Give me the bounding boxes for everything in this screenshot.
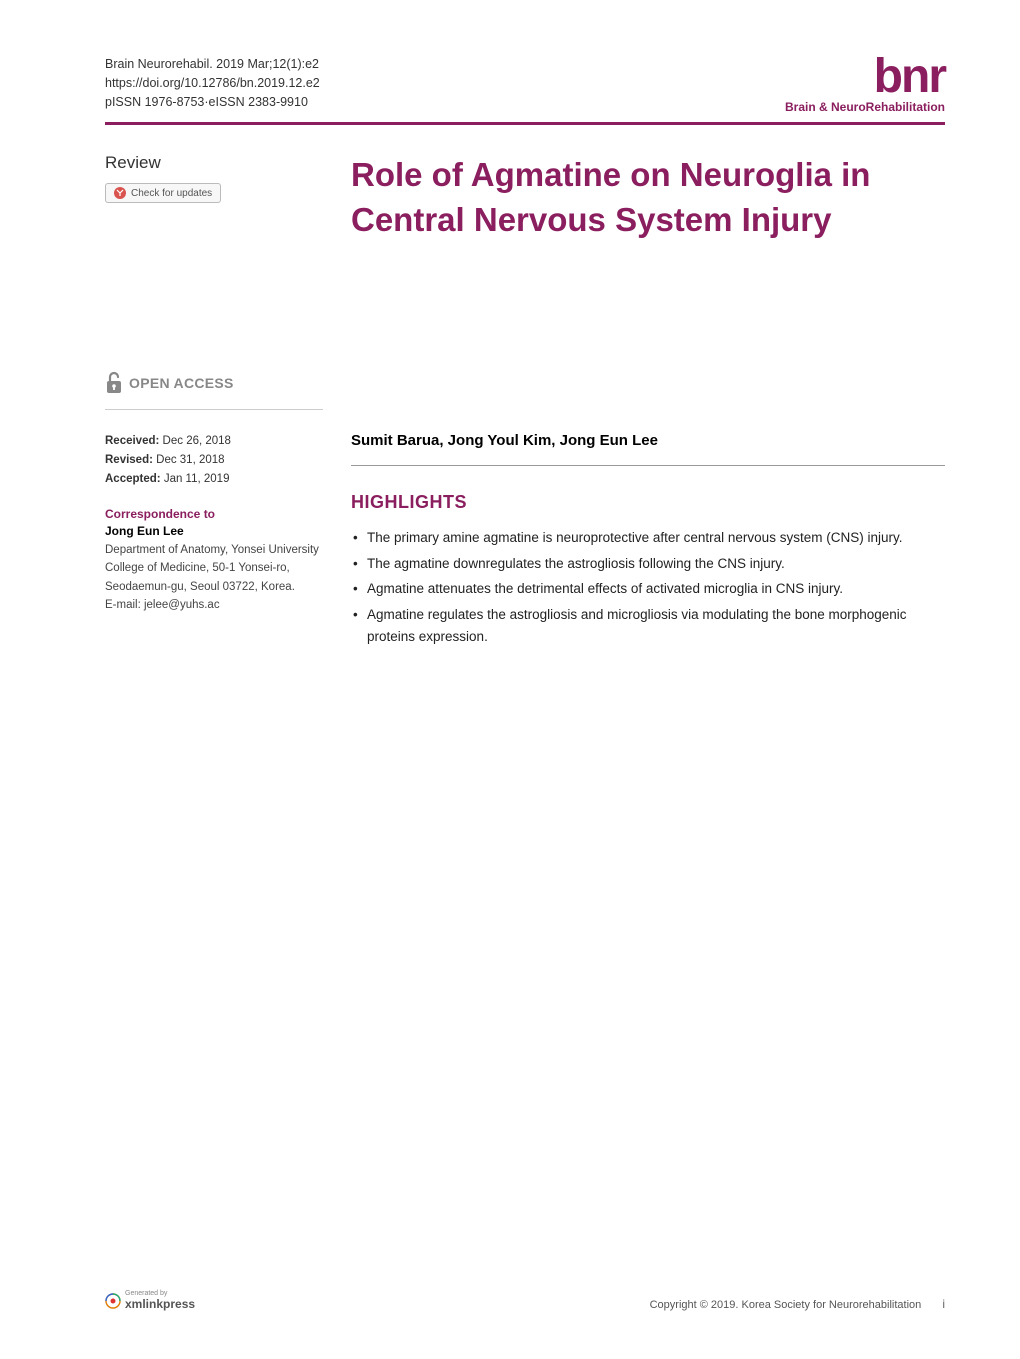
left-divider <box>105 409 323 410</box>
correspondence-name: Jong Eun Lee <box>105 524 323 538</box>
doi-line[interactable]: https://doi.org/10.12786/bn.2019.12.e2 <box>105 74 320 93</box>
right-divider <box>351 465 945 466</box>
highlights-heading: HIGHLIGHTS <box>351 492 945 513</box>
open-lock-icon <box>105 371 123 395</box>
dates-block: Received: Dec 26, 2018 Revised: Dec 31, … <box>105 432 323 489</box>
open-access-badge: OPEN ACCESS <box>105 371 323 395</box>
title-line-1: Role of Agmatine on Neuroglia in <box>351 156 870 193</box>
highlight-item: The primary amine agmatine is neuroprote… <box>351 527 945 549</box>
generator-name: xmlinkpress <box>125 1297 195 1311</box>
footer-right: Copyright © 2019. Korea Society for Neur… <box>650 1297 945 1311</box>
highlight-item: Agmatine regulates the astrogliosis and … <box>351 604 945 647</box>
generator-badge: Generated by xmlinkpress <box>105 1290 195 1311</box>
right-column: Role of Agmatine on Neuroglia in Central… <box>351 153 945 651</box>
xmlink-icon <box>105 1293 121 1309</box>
copyright: Copyright © 2019. Korea Society for Neur… <box>650 1299 922 1311</box>
corr-addr-2: College of Medicine, 50-1 Yonsei-ro, <box>105 559 323 577</box>
page-number: i <box>942 1297 945 1311</box>
received-label: Received: <box>105 435 159 447</box>
crossmark-icon <box>114 187 126 199</box>
corr-addr-3: Seodaemun-gu, Seoul 03722, Korea. <box>105 578 323 596</box>
check-for-updates-label: Check for updates <box>131 188 212 199</box>
authors-line: Sumit Barua, Jong Youl Kim, Jong Eun Lee <box>351 432 945 449</box>
article-title: Role of Agmatine on Neuroglia in Central… <box>351 153 945 242</box>
highlight-item: The agmatine downregulates the astroglio… <box>351 553 945 575</box>
top-divider <box>105 122 945 125</box>
corr-addr-1: Department of Anatomy, Yonsei University <box>105 541 323 559</box>
journal-meta: Brain Neurorehabil. 2019 Mar;12(1):e2 ht… <box>105 55 320 111</box>
title-line-2: Central Nervous System Injury <box>351 201 832 238</box>
citation-line: Brain Neurorehabil. 2019 Mar;12(1):e2 <box>105 55 320 74</box>
logo-short: bnr <box>785 55 945 98</box>
corr-email: E-mail: jelee@yuhs.ac <box>105 596 323 614</box>
left-column: Review Check for updates OPEN ACCESS Rec <box>105 153 323 651</box>
highlights-list: The primary amine agmatine is neuroprote… <box>351 527 945 647</box>
footer: Generated by xmlinkpress Copyright © 201… <box>105 1290 945 1311</box>
issn-line: pISSN 1976-8753·eISSN 2383-9910 <box>105 93 320 112</box>
generator-prefix: Generated by <box>125 1290 195 1297</box>
received-value: Dec 26, 2018 <box>163 435 231 447</box>
accepted-label: Accepted: <box>105 473 161 485</box>
header-row: Brain Neurorehabil. 2019 Mar;12(1):e2 ht… <box>105 55 945 114</box>
article-type: Review <box>105 153 323 173</box>
accepted-value: Jan 11, 2019 <box>164 473 230 485</box>
journal-logo: bnr Brain & NeuroRehabilitation <box>785 55 945 114</box>
open-access-label: OPEN ACCESS <box>129 375 234 391</box>
revised-label: Revised: <box>105 454 153 466</box>
correspondence-address: Department of Anatomy, Yonsei University… <box>105 541 323 615</box>
correspondence-heading: Correspondence to <box>105 507 323 521</box>
logo-full: Brain & NeuroRehabilitation <box>785 100 945 114</box>
highlight-item: Agmatine attenuates the detrimental effe… <box>351 578 945 600</box>
revised-value: Dec 31, 2018 <box>156 454 224 466</box>
check-for-updates-button[interactable]: Check for updates <box>105 183 221 203</box>
